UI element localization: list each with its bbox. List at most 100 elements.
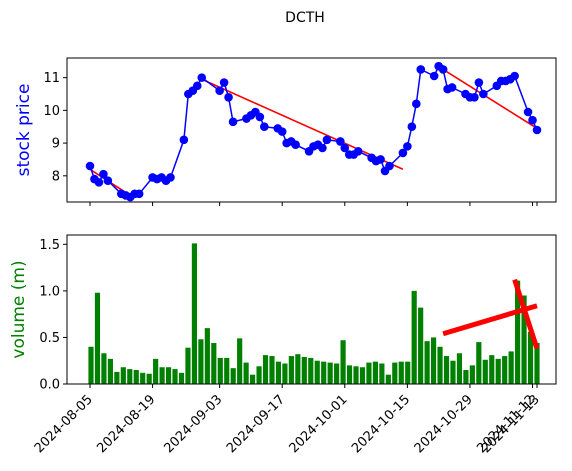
x-tick-label: 2024-08-19 [94, 392, 158, 456]
volume-bar [88, 346, 94, 384]
volume-bar [250, 374, 256, 384]
volume-bar [153, 358, 159, 384]
price-point [179, 135, 189, 145]
price-point [85, 161, 95, 171]
price-y-tick-label: 11 [43, 71, 60, 86]
volume-bar [133, 370, 139, 384]
volume-bar [295, 354, 301, 384]
price-point [228, 117, 238, 127]
volume-bar [398, 361, 404, 384]
volume-bar [114, 371, 120, 384]
x-tick-label: 2024-09-03 [161, 392, 225, 456]
volume-plot-frame [66, 234, 557, 385]
volume-bar [211, 343, 217, 384]
volume-bar [256, 366, 262, 384]
volume-bar [515, 280, 521, 384]
volume-bar [127, 369, 133, 384]
volume-y-axis-label: volume (m) [9, 260, 29, 358]
price-point [416, 65, 426, 74]
price-point [340, 143, 350, 153]
volume-bar [101, 353, 107, 384]
x-tick-label: 2024-08-05 [32, 392, 96, 456]
price-point [94, 178, 104, 187]
volume-bar [120, 367, 126, 384]
volume-bar [321, 361, 327, 384]
price-point [224, 92, 233, 102]
volume-bar [282, 363, 288, 384]
volume-bar [159, 367, 165, 384]
volume-bar [346, 365, 353, 384]
volume-bar [191, 243, 198, 384]
volume-bar [340, 340, 346, 384]
price-point [197, 73, 207, 82]
volume-bar [237, 338, 243, 384]
price-panel: 8 9 10 11 stock price [14, 57, 557, 206]
volume-bar [476, 342, 482, 384]
volume-bar [372, 361, 378, 384]
price-y-tick-label: 8 [52, 169, 60, 184]
volume-bar [411, 290, 417, 384]
price-point [103, 176, 113, 186]
volume-bar [495, 358, 501, 384]
price-point [99, 169, 108, 179]
price-point [528, 115, 537, 125]
x-tick-label: 2024-09-17 [224, 392, 288, 456]
price-point [412, 99, 421, 109]
x-tick-label: 2024-10-29 [412, 392, 476, 456]
price-point [403, 142, 412, 151]
price-point [291, 140, 300, 150]
volume-y-tick-label: 0.5 [39, 331, 60, 346]
price-point [438, 65, 448, 74]
price-point [429, 71, 439, 81]
volume-bar [275, 361, 282, 384]
volume-bar [107, 358, 113, 384]
price-plot-frame [66, 57, 557, 203]
volume-bar [508, 351, 514, 384]
volume-bar [353, 366, 359, 384]
price-point [474, 78, 484, 87]
x-tick-label: 2024-11-13 [479, 392, 543, 456]
x-tick-label: 2024-10-01 [287, 392, 351, 456]
volume-trend-line [512, 278, 540, 350]
x-tick-label: 2024-10-15 [349, 392, 413, 456]
volume-bar [308, 357, 314, 384]
volume-bar [521, 295, 527, 384]
price-point [260, 122, 269, 132]
volume-bar [243, 362, 249, 384]
volume-bar [217, 357, 223, 384]
volume-bar [269, 356, 275, 384]
price-point [134, 189, 144, 199]
price-point [219, 78, 229, 87]
price-point [479, 89, 488, 99]
volume-bar [405, 361, 411, 384]
volume-bar [165, 367, 172, 384]
price-point [385, 161, 394, 171]
volume-bar [469, 365, 475, 384]
price-point [166, 173, 175, 182]
volume-bar [450, 360, 456, 384]
volume-bar [314, 360, 320, 384]
volume-bar [424, 341, 430, 384]
volume-bar [379, 363, 385, 384]
price-trend-line [442, 68, 538, 130]
price-point [470, 92, 479, 102]
price-point [255, 112, 265, 122]
price-point [523, 107, 533, 117]
volume-bar [366, 362, 372, 384]
volume-bar [502, 356, 508, 384]
volume-bar [334, 363, 340, 384]
volume-bar [327, 362, 333, 384]
volume-bar [392, 362, 398, 384]
volume-bar [430, 337, 437, 384]
volume-bar [385, 374, 391, 384]
volume-bar [140, 372, 146, 384]
volume-bar [482, 359, 488, 384]
price-y-tick-label: 9 [52, 137, 60, 152]
price-y-tick-label: 10 [43, 104, 60, 119]
price-point [336, 137, 345, 146]
volume-bar [288, 356, 294, 384]
price-point [532, 125, 542, 135]
volume-bar [185, 347, 191, 384]
figure-title: DCTH [285, 10, 325, 26]
volume-bar [204, 328, 210, 384]
